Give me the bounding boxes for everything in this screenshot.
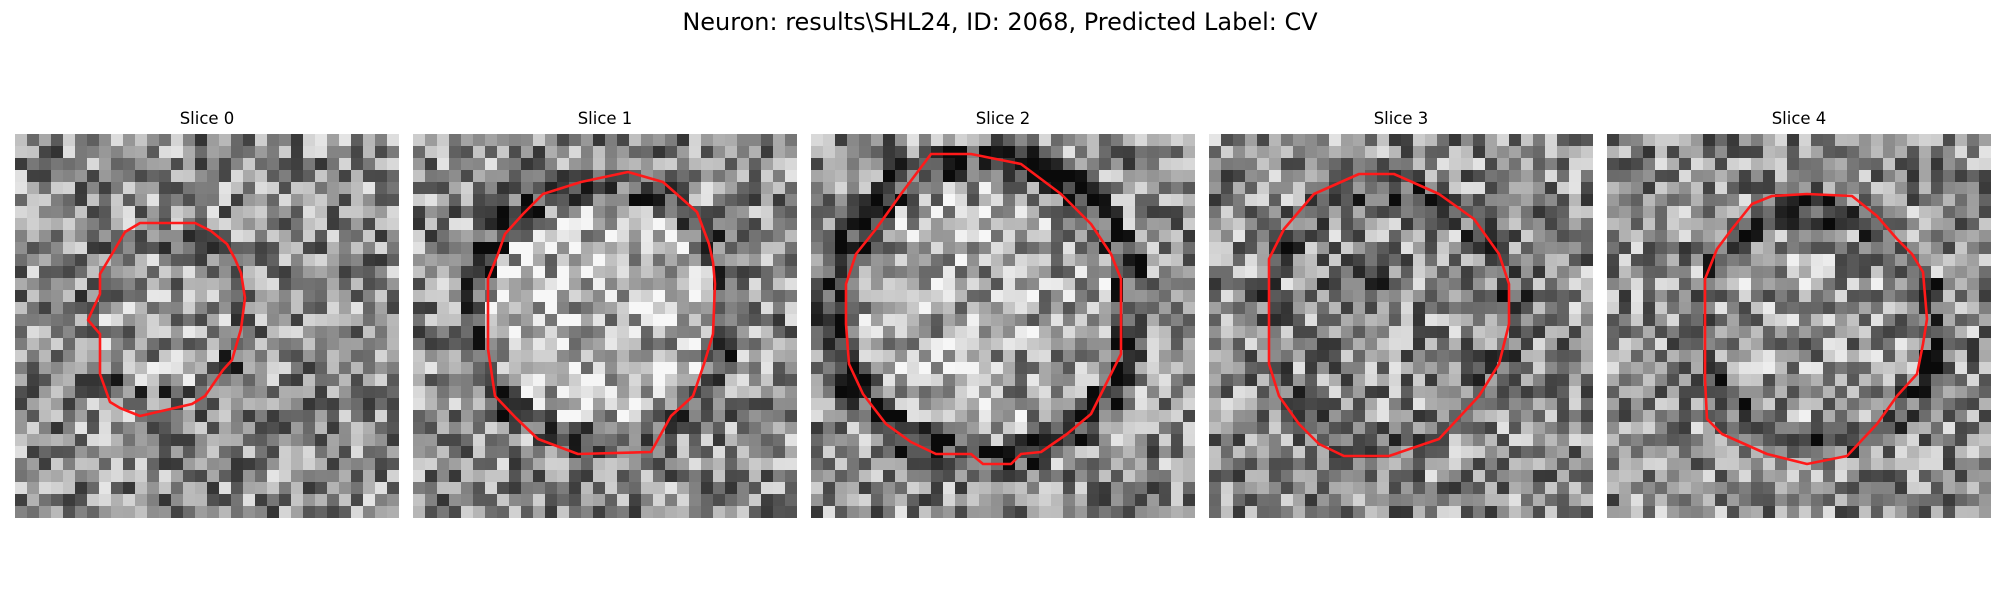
neuron-contour — [486, 170, 717, 456]
neuron-contour — [86, 221, 247, 418]
neuron-contour — [1267, 172, 1511, 458]
slice-pixels — [811, 134, 1195, 518]
slice-title: Slice 2 — [975, 109, 1031, 128]
slice-pixels — [1209, 134, 1593, 518]
slice-title: Slice 4 — [1771, 109, 1827, 128]
neuron-contour — [844, 152, 1123, 466]
slice-panel: Slice 4 — [1607, 108, 1991, 518]
slice-pixels — [413, 134, 797, 518]
slice-title: Slice 0 — [179, 109, 235, 128]
slice-title: Slice 1 — [577, 109, 633, 128]
neuron-contour — [1703, 192, 1929, 466]
slice-image — [413, 134, 797, 518]
slice-panel: Slice 1 — [413, 108, 797, 518]
slice-image — [15, 134, 399, 518]
slice-title: Slice 3 — [1373, 109, 1429, 128]
slice-image — [1209, 134, 1593, 518]
slice-pixels — [1607, 134, 1991, 518]
slice-image — [1607, 134, 1991, 518]
figure-title: Neuron: results\SHL24, ID: 2068, Predict… — [682, 8, 1318, 36]
slice-image — [811, 134, 1195, 518]
slice-panel: Slice 3 — [1209, 108, 1593, 518]
slice-panel: Slice 0 — [15, 108, 399, 518]
slice-pixels — [15, 134, 399, 518]
slice-panel: Slice 2 — [811, 108, 1195, 518]
